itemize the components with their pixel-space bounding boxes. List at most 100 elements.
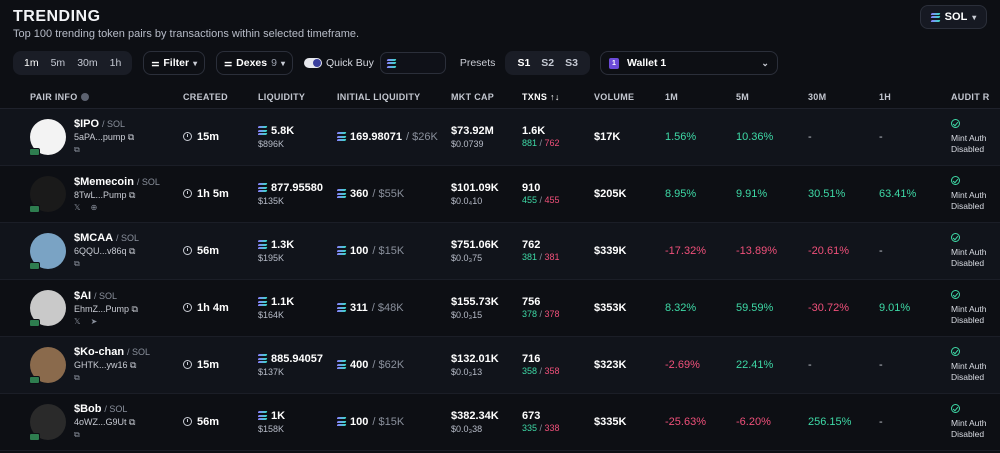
clock-icon — [183, 417, 192, 426]
liquidity-value: 1.3K — [271, 238, 295, 251]
solana-icon — [930, 12, 941, 22]
audit-mint-auth: Mint Auth — [951, 361, 987, 372]
social-links[interactable]: ⧉ — [74, 145, 84, 154]
audit-status: Disabled — [951, 428, 985, 439]
quick-buy-label: Quick Buy — [325, 57, 374, 69]
buys-count: 381 — [522, 251, 538, 262]
col-liquidity[interactable]: LIQUIDITY — [258, 86, 337, 109]
table-row[interactable]: $AI / SOL EhmZ...Pump ⧉ 𝕏 ➤ 1h 4m 1.1K $… — [0, 279, 1000, 337]
buys-count: 378 — [522, 308, 538, 319]
change-1m: -25.63% — [665, 393, 736, 451]
token-symbol[interactable]: $AI — [74, 289, 92, 302]
copy-icon[interactable]: ⧉ — [127, 132, 135, 142]
timeframe-1m[interactable]: 1m — [24, 57, 39, 69]
created-value: 1h 5m — [197, 187, 229, 200]
volume-value: $205K — [594, 165, 665, 223]
social-links[interactable]: 𝕏 ⊕ — [74, 202, 102, 212]
audit-status: Disabled — [951, 257, 985, 268]
token-symbol[interactable]: $Bob — [74, 403, 102, 415]
dex-badge-icon — [30, 375, 40, 384]
initial-liquidity-cell: 360/ $55K — [337, 165, 451, 223]
table-row[interactable]: $Ko-chan / SOL GHTK...yw16 ⧉ ⧉ 15m 885.9… — [0, 336, 1000, 394]
token-symbol[interactable]: $MCAA — [74, 232, 114, 244]
token-address[interactable]: 6QQU...v86q ⧉ — [74, 246, 136, 256]
timeframe-30m[interactable]: 30m — [77, 57, 98, 69]
copy-icon[interactable]: ⧉ — [129, 189, 136, 200]
timeframe-5m[interactable]: 5m — [50, 57, 66, 69]
liquidity-usd: $164K — [258, 309, 285, 320]
token-address[interactable]: EhmZ...Pump ⧉ — [74, 303, 138, 314]
copy-icon[interactable]: ⧉ — [130, 360, 137, 370]
token-symbol[interactable]: $Ko-chan — [74, 346, 125, 358]
chain-selector[interactable]: SOL ▾ — [920, 5, 987, 29]
created-value: 1h 4m — [197, 301, 229, 314]
col-audit[interactable]: AUDIT R — [951, 86, 1000, 109]
token-price: $0.0₄10 — [451, 195, 483, 206]
copy-icon[interactable]: ⧉ — [131, 303, 138, 314]
col-initial-liquidity[interactable]: INITIAL LIQUIDITY — [337, 86, 451, 109]
initial-liquidity-cell: 100/ $15K — [337, 393, 451, 451]
volume-value: $339K — [594, 222, 665, 280]
pair-info-cell: $Bob / SOL 4oWZ...G9Ut ⧉ ⧉ — [30, 393, 183, 451]
social-links[interactable]: ⧉ — [74, 430, 84, 439]
sort-icon: ↑↓ — [550, 91, 560, 102]
preset-s3[interactable]: S3 — [565, 57, 578, 69]
table-row[interactable]: $Bob / SOL 4oWZ...G9Ut ⧉ ⧉ 56m 1K $158K … — [0, 393, 1000, 451]
preset-selector: S1 S2 S3 — [505, 51, 590, 75]
liquidity-cell: 877.95580 $135K — [258, 165, 337, 223]
col-txns[interactable]: TXNS ↑↓ — [522, 86, 594, 109]
col-volume[interactable]: VOLUME — [594, 86, 665, 109]
token-symbol[interactable]: $Memecoin — [74, 175, 134, 188]
col-pair-info[interactable]: PAIR INFO — [30, 86, 183, 109]
social-links[interactable]: ⧉ — [74, 373, 84, 382]
audit-cell: Mint Auth Disabled — [951, 108, 1000, 166]
token-symbol[interactable]: $IPO — [74, 118, 100, 130]
pair-info-cell: $Ko-chan / SOL GHTK...yw16 ⧉ ⧉ — [30, 336, 183, 394]
check-circle-icon — [951, 404, 960, 414]
liquidity-usd: $896K — [258, 138, 285, 149]
chevron-down-icon: ▾ — [280, 58, 285, 68]
copy-icon[interactable]: ⧉ — [129, 246, 136, 256]
chevron-down-icon: ▾ — [193, 58, 198, 68]
token-address[interactable]: GHTK...yw16 ⧉ — [74, 360, 137, 370]
filter-button[interactable]: ⚌ Filter ▾ — [143, 51, 206, 75]
col-1m[interactable]: 1M — [665, 86, 736, 109]
token-address[interactable]: 4oWZ...G9Ut ⧉ — [74, 417, 136, 427]
dexes-button[interactable]: ⚌ Dexes 9 ▾ — [216, 51, 293, 75]
solana-icon — [337, 417, 347, 426]
check-circle-icon — [951, 290, 960, 300]
token-address[interactable]: 8TwL...Pump ⧉ — [74, 189, 136, 200]
solana-icon — [337, 132, 347, 141]
timeframe-1h[interactable]: 1h — [109, 57, 122, 69]
quick-buy-amount-input[interactable] — [379, 52, 446, 74]
mkt-cap-value: $751.06K — [451, 238, 499, 251]
col-created[interactable]: CREATED — [183, 86, 258, 109]
col-5m[interactable]: 5M — [736, 86, 808, 109]
mkt-cap-value: $132.01K — [451, 352, 499, 365]
dex-badge-icon — [30, 318, 40, 327]
social-links[interactable]: 𝕏 ➤ — [74, 316, 102, 326]
col-mkt-cap[interactable]: MKT CAP — [451, 86, 522, 109]
change-5m: -6.20% — [736, 393, 808, 451]
token-address[interactable]: 5aPA...pump ⧉ — [74, 132, 135, 142]
change-1m: 8.95% — [665, 165, 736, 223]
audit-cell: Mint Auth Disabled — [951, 222, 1000, 280]
table-row[interactable]: $Memecoin / SOL 8TwL...Pump ⧉ 𝕏 ⊕ 1h 5m … — [0, 165, 1000, 223]
table-row[interactable]: $IPO / SOL 5aPA...pump ⧉ ⧉ 15m 5.8K $896… — [0, 108, 1000, 166]
preset-s2[interactable]: S2 — [541, 57, 555, 69]
preset-s1[interactable]: S1 — [517, 57, 531, 69]
table-row[interactable]: $MCAA / SOL 6QQU...v86q ⧉ ⧉ 56m 1.3K $19… — [0, 222, 1000, 280]
wallet-selector[interactable]: 1 Wallet 1 ⌄ — [599, 51, 778, 75]
created-value: 56m — [197, 244, 220, 257]
initial-liquidity-value: 311 — [350, 301, 368, 314]
audit-mint-auth: Mint Auth — [951, 133, 987, 144]
page-title: TRENDING — [13, 8, 101, 25]
token-price: $0.0₃13 — [451, 366, 483, 377]
social-links[interactable]: ⧉ — [74, 259, 84, 268]
initial-liquidity-value: 100 — [350, 415, 369, 428]
col-30m[interactable]: 30M — [808, 86, 879, 109]
col-1h[interactable]: 1H — [879, 86, 951, 109]
copy-icon[interactable]: ⧉ — [129, 417, 136, 427]
quick-buy-toggle[interactable] — [303, 58, 322, 68]
